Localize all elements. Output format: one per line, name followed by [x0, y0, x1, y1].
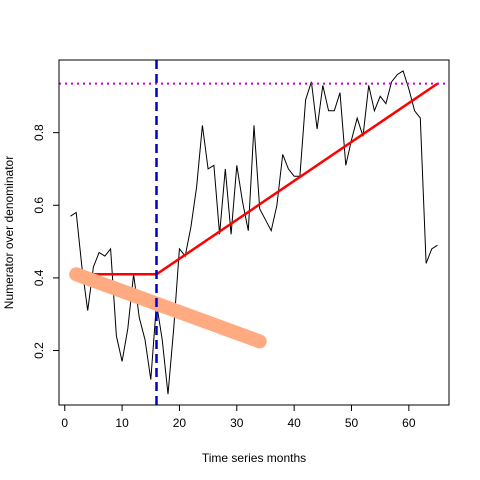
- x-tick-label: 0: [61, 416, 68, 430]
- y-tick-label: 0.6: [32, 197, 46, 214]
- x-axis-label: Time series months: [202, 451, 306, 465]
- x-tick-label: 60: [402, 416, 416, 430]
- y-axis: 0.2 0.4 0.6 0.8: [32, 124, 60, 359]
- x-axis: 0 10 20 30 40 50 60: [61, 404, 416, 430]
- x-tick-label: 10: [115, 416, 129, 430]
- y-axis-label: Numerator over denominator: [2, 156, 16, 309]
- plot-area: [59, 60, 449, 405]
- x-tick-label: 20: [173, 416, 187, 430]
- y-tick-label: 0.2: [32, 342, 46, 359]
- y-tick-label: 0.8: [32, 124, 46, 141]
- x-tick-label: 40: [287, 416, 301, 430]
- y-tick-label: 0.4: [32, 269, 46, 286]
- plot-frame: [58, 59, 450, 406]
- x-tick-label: 50: [345, 416, 359, 430]
- series-fitted-line: [70, 82, 439, 276]
- series-counterfactual-line: [69, 267, 267, 349]
- x-tick-label: 30: [230, 416, 244, 430]
